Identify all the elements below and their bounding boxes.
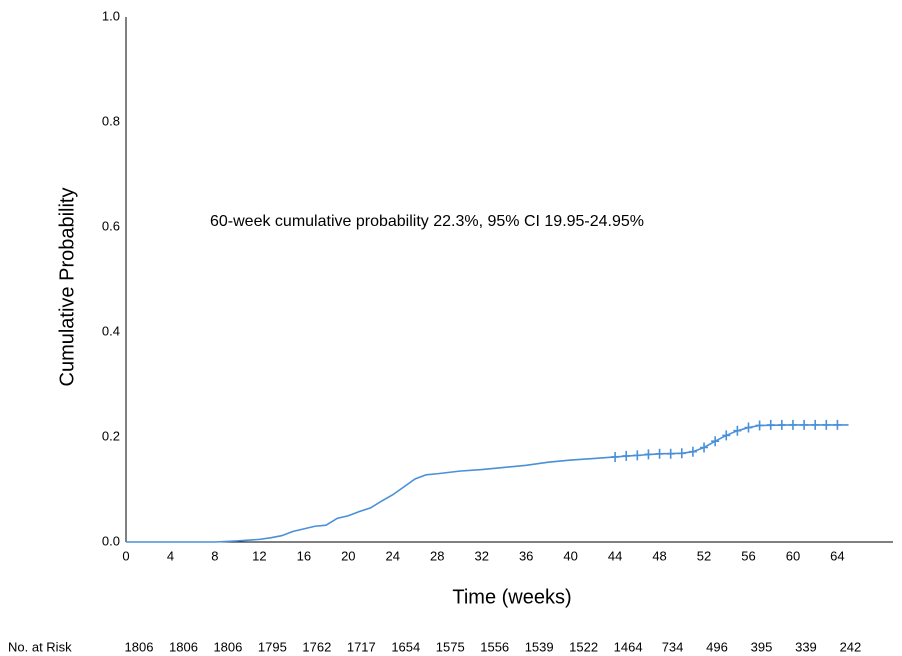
x-tick-label: 36 [519,548,533,563]
risk-count: 1575 [436,639,465,654]
censor-mark [644,449,653,460]
risk-count: 1556 [480,639,509,654]
risk-table-label: No. at Risk [8,639,72,654]
censor-mark [666,448,675,459]
censor-mark [766,419,775,430]
x-tick-label: 4 [167,548,174,563]
risk-count: 1806 [213,639,242,654]
risk-count: 1654 [391,639,420,654]
censor-mark [755,420,764,431]
risk-count: 1717 [347,639,376,654]
x-tick-label: 24 [386,548,400,563]
censor-mark [822,419,831,430]
risk-count: 1464 [614,639,643,654]
y-tick-label: 0.6 [102,218,120,233]
y-tick-label: 0.8 [102,113,120,128]
x-tick-label: 12 [252,548,266,563]
x-tick-label: 44 [608,548,622,563]
risk-count: 1762 [302,639,331,654]
x-tick-label: 64 [830,548,844,563]
risk-count: 242 [840,639,862,654]
risk-count: 1806 [169,639,198,654]
x-tick-label: 48 [652,548,666,563]
x-tick-label: 60 [786,548,800,563]
risk-count: 1539 [525,639,554,654]
annotation: 60-week cumulative probability 22.3%, 95… [210,213,644,230]
risk-count: 1795 [258,639,287,654]
censor-mark [800,419,809,430]
risk-count: 496 [706,639,728,654]
risk-count: 339 [795,639,817,654]
y-axis-title: Cumulative Probability [56,188,78,387]
y-tick-label: 0.2 [102,428,120,443]
censor-mark [833,419,842,430]
censor-mark [811,419,820,430]
censor-mark [733,425,742,436]
x-tick-label: 20 [341,548,355,563]
risk-count: 395 [751,639,773,654]
censor-mark [777,419,786,430]
y-tick-label: 0.0 [102,533,120,548]
censor-mark [688,446,697,457]
x-tick-label: 56 [741,548,755,563]
x-tick-label: 16 [297,548,311,563]
y-tick-label: 1.0 [102,8,120,23]
censor-mark [722,430,731,441]
y-tick-label: 0.4 [102,323,120,338]
censor-mark [677,448,686,459]
censor-mark [633,450,642,461]
censor-mark [611,451,620,462]
censor-mark [700,442,709,453]
x-tick-label: 28 [430,548,444,563]
censor-mark [655,448,664,459]
censor-mark [622,450,631,461]
x-tick-label: 40 [563,548,577,563]
x-tick-label: 8 [211,548,218,563]
cumulative-curve [126,424,849,543]
x-axis-title: Time (weeks) [452,586,571,608]
censor-mark [788,419,797,430]
censor-mark [711,436,720,447]
risk-count: 1806 [125,639,154,654]
risk-count: 1522 [569,639,598,654]
censor-mark [744,422,753,433]
x-tick-label: 52 [697,548,711,563]
x-tick-label: 0 [122,548,129,563]
risk-count: 734 [662,639,684,654]
x-tick-label: 32 [474,548,488,563]
